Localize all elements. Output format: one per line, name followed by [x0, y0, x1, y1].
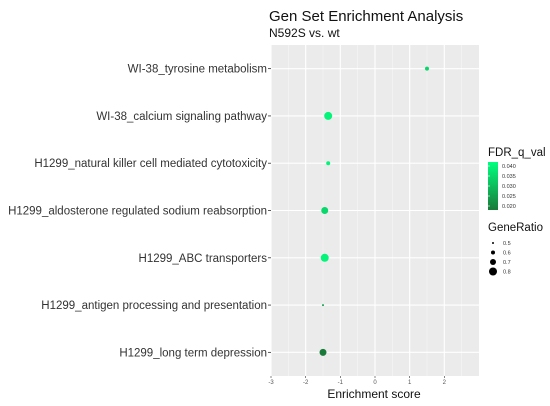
category-label: H1299_ABC transporters — [139, 253, 268, 265]
category-label: H1299_aldosterone regulated sodium reabs… — [8, 206, 267, 218]
fdr-legend-label: 0.020 — [502, 204, 516, 210]
gene-ratio-legend-dot — [491, 250, 495, 255]
x-tick-label: -2 — [303, 380, 309, 386]
gene-ratio-legend-label: 0.6 — [503, 251, 511, 257]
category-labels: WI-38_tyrosine metabolism WI-38_calcium s… — [8, 64, 271, 359]
x-tick-label: 0 — [373, 380, 377, 386]
x-axis-title: Enrichment score — [327, 387, 421, 401]
data-point — [319, 348, 327, 356]
gene-ratio-legend-label: 0.5 — [503, 241, 511, 247]
category-label: H1299_antigen processing and presentatio… — [41, 300, 267, 312]
x-tick-label: 2 — [443, 380, 447, 386]
data-point — [326, 161, 331, 166]
chart-title: Gen Set Enrichment Analysis — [269, 8, 463, 25]
chart-subtitle: N592S vs. wt — [269, 26, 340, 40]
x-tick-labels: -3 -2 -1 0 1 2 — [268, 376, 447, 386]
data-point — [324, 111, 333, 120]
x-tick-label: 1 — [408, 380, 412, 386]
gene-ratio-legend-label: 0.8 — [503, 270, 511, 276]
gene-ratio-legend-dot — [489, 267, 497, 276]
data-point — [425, 66, 429, 71]
gene-ratio-legend: GeneRatio 0.5 0.6 0.7 0.8 — [488, 222, 543, 276]
data-point — [322, 304, 324, 307]
gene-ratio-legend-dot — [490, 259, 496, 265]
fdr-color-bar — [488, 162, 498, 210]
data-points — [319, 66, 429, 356]
fdr-legend-label: 0.040 — [502, 164, 516, 170]
fdr-legend-label: 0.030 — [502, 184, 516, 190]
category-label: WI-38_tyrosine metabolism — [128, 64, 267, 76]
category-label: WI-38_calcium signaling pathway — [96, 111, 267, 123]
fdr-legend-title: FDR_q_val — [488, 147, 546, 159]
x-tick-label: -1 — [338, 380, 344, 386]
fdr-legend-label: 0.025 — [502, 194, 516, 200]
gene-ratio-legend-label: 0.7 — [503, 260, 511, 266]
fdr-legend-label: 0.035 — [502, 174, 516, 180]
data-point — [320, 253, 329, 262]
grid-lines — [270, 45, 479, 376]
gene-ratio-legend-title: GeneRatio — [488, 222, 543, 234]
category-label: H1299_long term depression — [119, 347, 267, 359]
category-label: H1299_natural killer cell mediated cytot… — [34, 158, 267, 170]
gene-ratio-legend-dot — [492, 242, 494, 244]
fdr-legend: FDR_q_val 0.040 0.035 0.030 0.025 0.020 — [488, 147, 546, 210]
data-point — [321, 207, 329, 214]
x-tick-label: -3 — [268, 380, 274, 386]
